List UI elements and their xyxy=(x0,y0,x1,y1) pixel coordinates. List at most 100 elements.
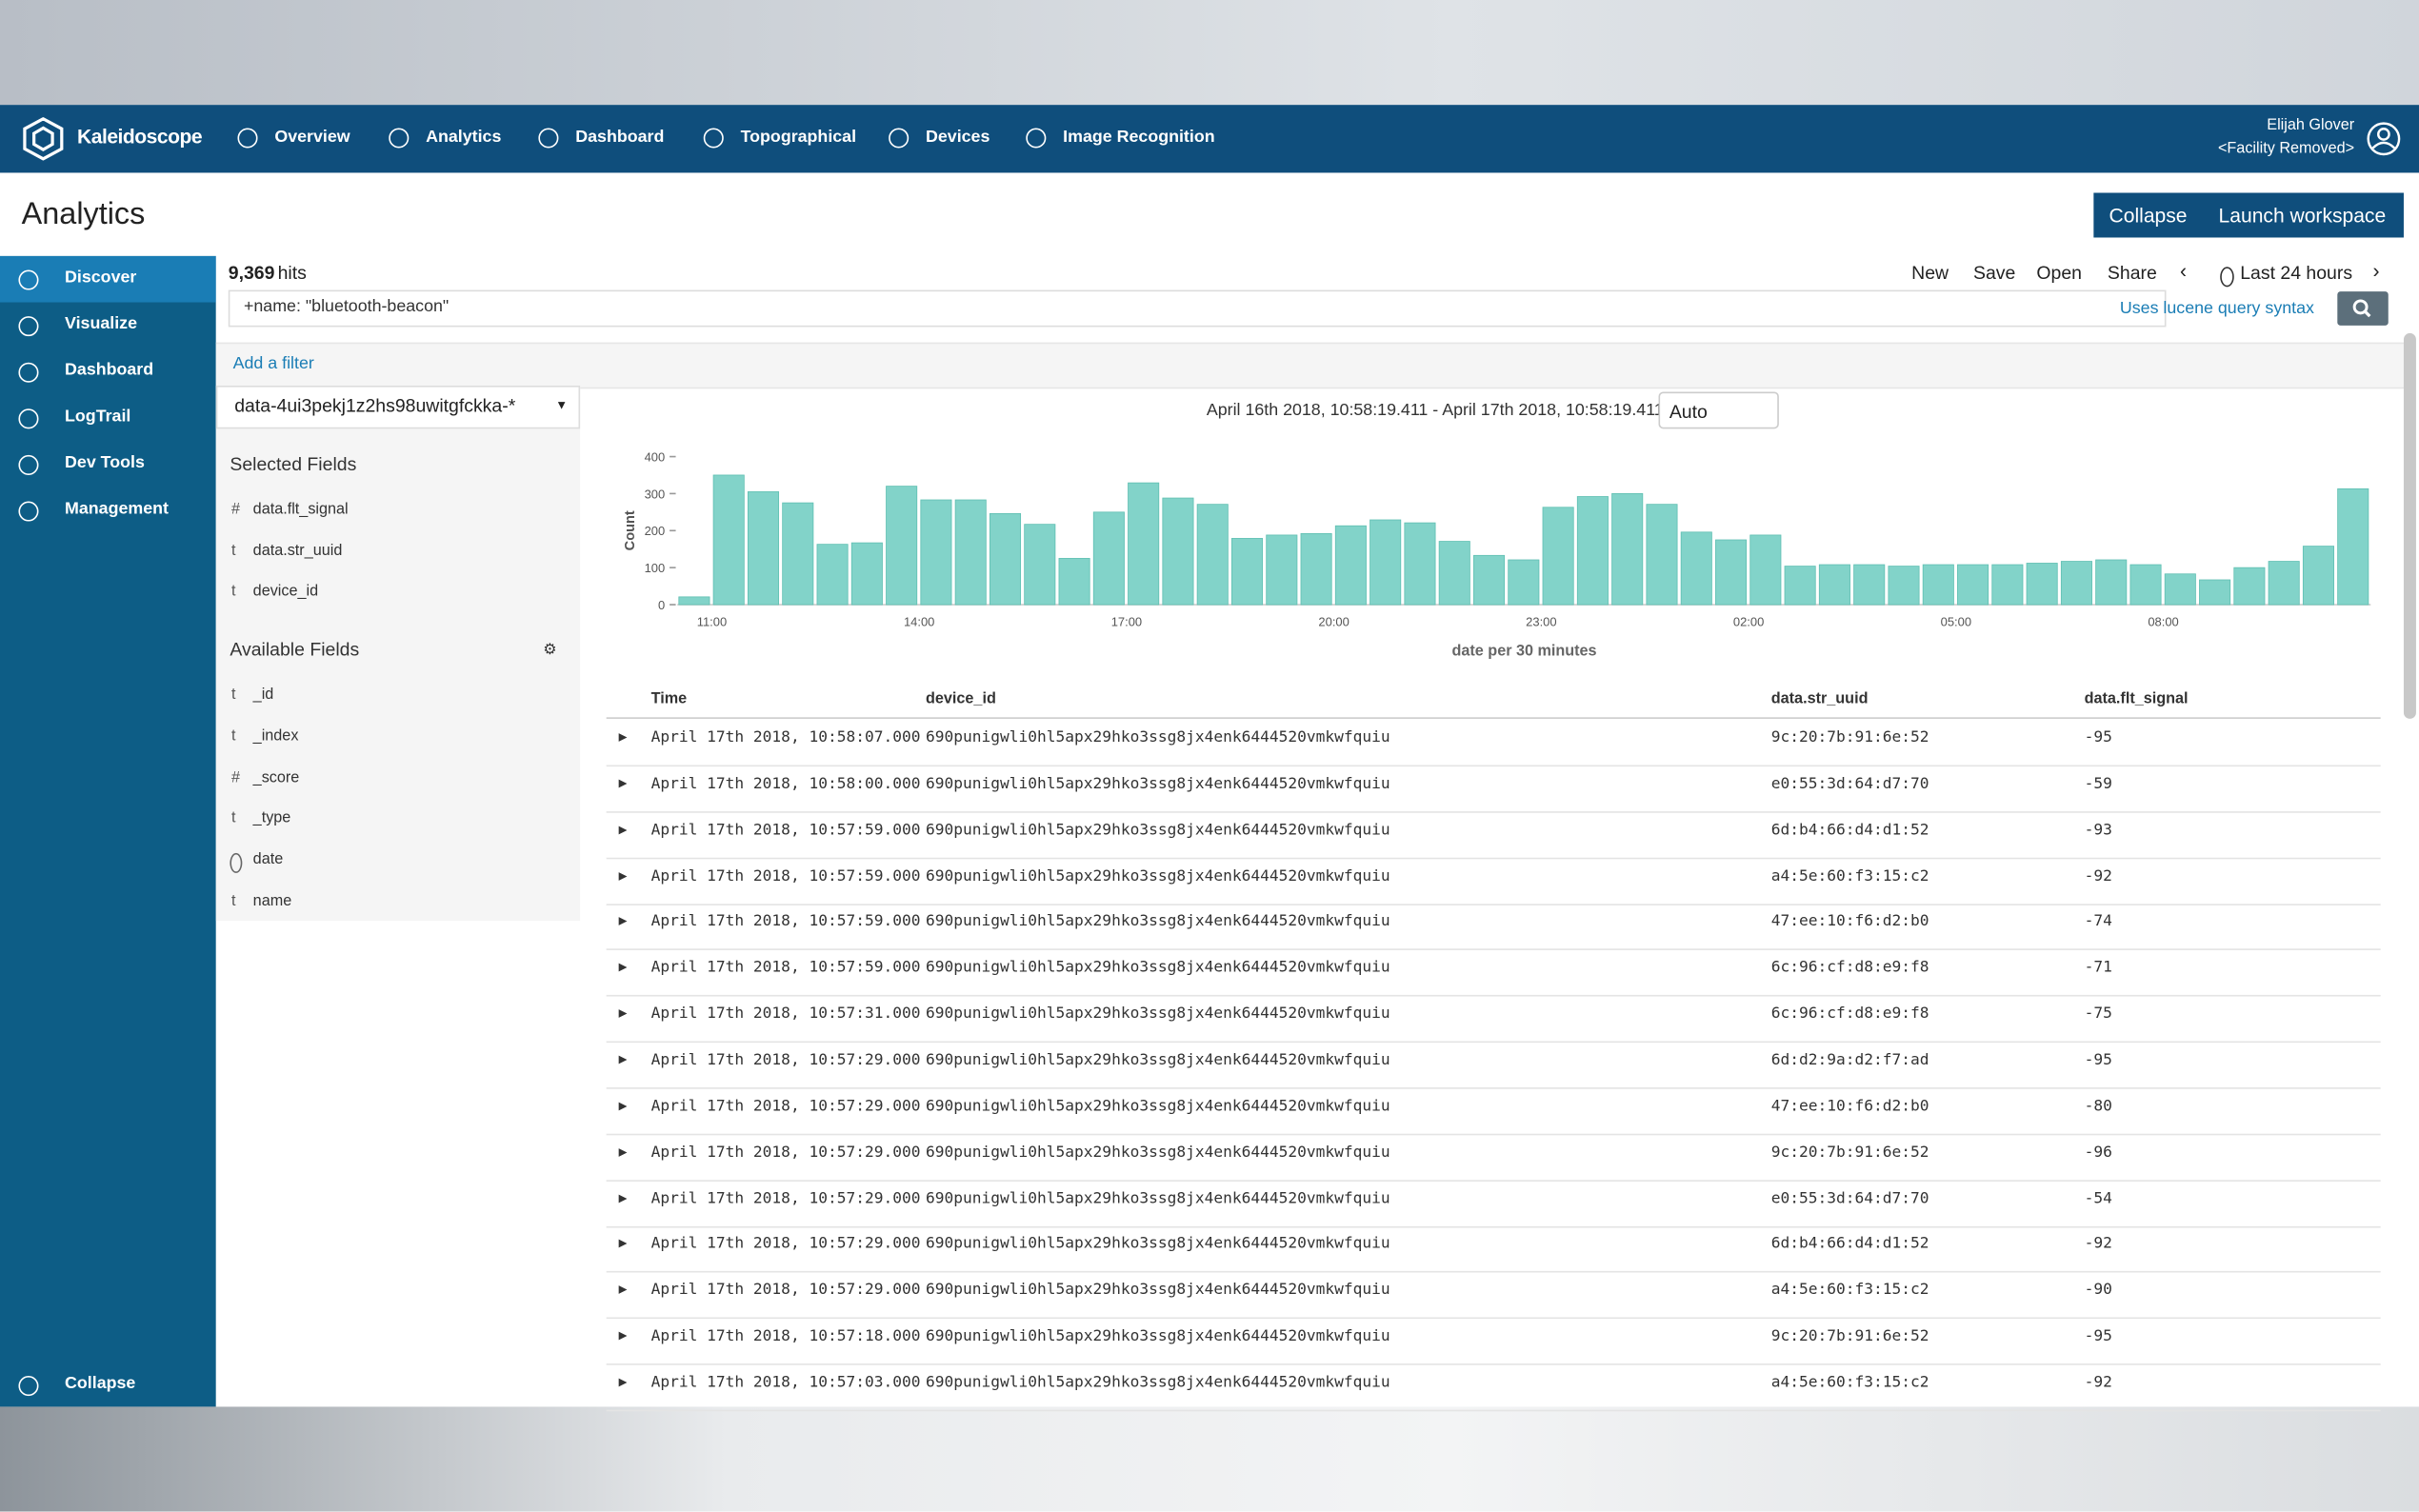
table-cell: e0:55:3d:64:d7:70 xyxy=(1771,1190,1929,1207)
expand-toggle[interactable]: ▶ xyxy=(619,1330,628,1343)
field-name[interactable]: data.str_uuid xyxy=(253,543,343,560)
row-rule xyxy=(607,811,2381,813)
bar xyxy=(748,491,778,605)
nav-item[interactable]: Analytics xyxy=(426,128,501,146)
field-name[interactable]: date xyxy=(253,852,284,869)
interval-text[interactable]: Auto xyxy=(1669,401,1708,423)
column-header[interactable]: data.str_uuid xyxy=(1771,691,1869,708)
time-range[interactable]: Last 24 hours xyxy=(2240,262,2352,284)
bar xyxy=(713,475,744,605)
syntax-link[interactable]: Uses lucene query syntax xyxy=(2120,299,2314,317)
user-avatar[interactable] xyxy=(2365,120,2402,157)
expand-toggle[interactable]: ▶ xyxy=(619,1238,628,1250)
sidebar-item[interactable]: Dashboard xyxy=(65,361,153,379)
field-type: t xyxy=(231,543,236,560)
table-cell: -59 xyxy=(2085,776,2112,793)
settings-gear[interactable]: ⚙ xyxy=(543,642,557,659)
icon xyxy=(889,128,909,148)
add-filter[interactable]: Add a filter xyxy=(233,355,314,373)
nav-item[interactable]: Dashboard xyxy=(575,128,664,146)
expand-toggle[interactable]: ▶ xyxy=(619,1145,628,1158)
expand-toggle[interactable]: ▶ xyxy=(619,731,628,744)
expand-toggle[interactable]: ▶ xyxy=(619,1376,628,1388)
nav-item[interactable]: Topographical xyxy=(741,128,856,146)
table-cell: 690punigwli0hl5apx29hko3ssg8jx4enk644452… xyxy=(926,1098,1390,1115)
expand-toggle[interactable]: ▶ xyxy=(619,777,628,789)
bar xyxy=(1785,567,1815,605)
table-cell: 6c:96:cf:d8:e9:f8 xyxy=(1771,960,1929,977)
sidebar: Discover Visualize Dashboard LogTrail Dev To… xyxy=(0,256,216,1407)
table-cell: -71 xyxy=(2085,960,2112,977)
table-cell: April 17th 2018, 10:57:59.000 xyxy=(651,822,921,839)
bar xyxy=(1681,532,1711,605)
x-tick-label: 17:00 xyxy=(1111,615,1142,629)
column-header[interactable]: data.flt_signal xyxy=(2085,691,2189,708)
prev-arrow[interactable]: ‹ xyxy=(2180,259,2187,282)
field-type: t xyxy=(231,686,236,704)
histogram: 0100200300400Countdate per 30 minutes11:… xyxy=(587,386,2408,679)
backdrop-top xyxy=(0,0,2419,105)
table-cell: 690punigwli0hl5apx29hko3ssg8jx4enk644452… xyxy=(926,1328,1390,1345)
sidebar-item[interactable]: Management xyxy=(65,500,169,518)
column-header[interactable]: device_id xyxy=(926,691,996,708)
expand-toggle[interactable]: ▶ xyxy=(619,1100,628,1112)
sidebar-item[interactable]: LogTrail xyxy=(65,408,130,426)
x-tick-label: 23:00 xyxy=(1526,615,1556,629)
sidebar-item[interactable]: Dev Tools xyxy=(65,453,145,471)
table-cell: -80 xyxy=(2085,1098,2112,1115)
nav-item[interactable]: Overview xyxy=(274,128,350,146)
bar xyxy=(1301,533,1331,605)
field-name[interactable]: device_id xyxy=(253,584,318,601)
sidebar-item[interactable]: Visualize xyxy=(65,314,137,332)
x-tick-label: 11:00 xyxy=(697,615,727,629)
collapse-button[interactable]: Collapse xyxy=(2109,204,2188,227)
bar xyxy=(921,500,951,605)
icon xyxy=(1026,128,1046,148)
expand-toggle[interactable]: ▶ xyxy=(619,824,628,836)
toolbar-action[interactable]: Open xyxy=(2036,262,2082,284)
toolbar-action[interactable]: Share xyxy=(2108,262,2157,284)
column-header[interactable]: Time xyxy=(651,691,688,708)
bar xyxy=(1647,505,1677,605)
expand-toggle[interactable]: ▶ xyxy=(619,1191,628,1204)
sidebar-item[interactable]: Discover xyxy=(65,269,136,287)
toolbar-action[interactable]: New xyxy=(1911,262,1949,284)
table-cell: -96 xyxy=(2085,1144,2112,1161)
bar xyxy=(1509,560,1539,605)
icon xyxy=(18,363,38,383)
table-cell: 6d:b4:66:d4:d1:52 xyxy=(1771,822,1929,839)
field-name[interactable]: data.flt_signal xyxy=(253,502,349,519)
toolbar-action[interactable]: Save xyxy=(1973,262,2015,284)
field-name[interactable]: _index xyxy=(253,727,299,745)
table-cell: April 17th 2018, 10:57:29.000 xyxy=(651,1283,921,1300)
sidebar-collapse[interactable]: Collapse xyxy=(65,1374,135,1392)
nav-item[interactable]: Devices xyxy=(926,128,990,146)
page-title: Analytics xyxy=(22,197,146,232)
table-cell: -93 xyxy=(2085,822,2112,839)
field-name[interactable]: _type xyxy=(253,810,291,827)
table-cell: 9c:20:7b:91:6e:52 xyxy=(1771,1328,1929,1345)
expand-toggle[interactable]: ▶ xyxy=(619,915,628,927)
expand-toggle[interactable]: ▶ xyxy=(619,1007,628,1020)
icon xyxy=(18,408,38,428)
header-rule xyxy=(607,717,2381,719)
field-name[interactable]: _id xyxy=(253,686,274,704)
index-pattern-text[interactable]: data-4ui3pekj1z2hs98uwitgfckka-* xyxy=(234,395,515,417)
y-tick-label: 300 xyxy=(645,487,666,501)
search-button[interactable] xyxy=(2337,291,2388,326)
expand-toggle[interactable]: ▶ xyxy=(619,1053,628,1065)
bar xyxy=(955,500,986,605)
launch-button[interactable]: Launch workspace xyxy=(2219,204,2387,227)
expand-toggle[interactable]: ▶ xyxy=(619,962,628,974)
table-cell: April 17th 2018, 10:57:29.000 xyxy=(651,1098,921,1115)
expand-toggle[interactable]: ▶ xyxy=(619,1283,628,1296)
bar xyxy=(679,597,710,605)
nav-item[interactable]: Image Recognition xyxy=(1063,128,1214,146)
field-name[interactable]: _score xyxy=(253,769,300,786)
query-box[interactable] xyxy=(229,290,2167,328)
next-arrow[interactable]: › xyxy=(2373,259,2380,282)
field-name[interactable]: name xyxy=(253,893,292,910)
available-title: Available Fields xyxy=(230,639,359,661)
expand-toggle[interactable]: ▶ xyxy=(619,869,628,882)
